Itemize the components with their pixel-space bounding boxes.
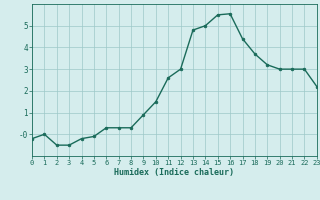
X-axis label: Humidex (Indice chaleur): Humidex (Indice chaleur) [115,168,234,177]
